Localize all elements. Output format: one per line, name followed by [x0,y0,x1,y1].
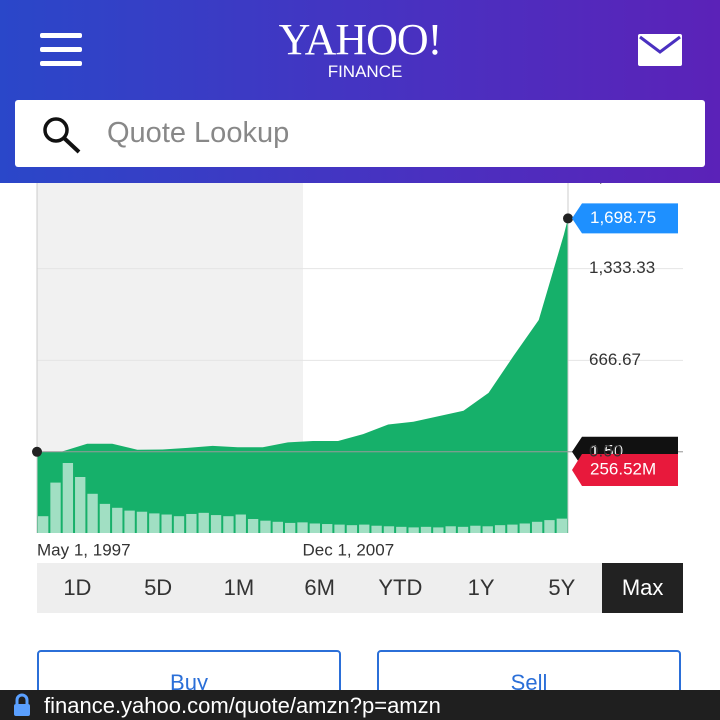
point [32,446,42,457]
volume-bar [519,523,530,533]
value-label: 1,698.75 [590,208,656,227]
volume-bar [235,514,246,533]
volume-bar [87,493,98,533]
volume-bar [507,524,518,533]
volume-bar [322,524,333,533]
volume-bar [309,523,321,533]
range-button[interactable]: 1M [223,575,255,600]
range-selector: 1D 5D 1M 6M YTD 1Y 5Y Max [37,563,683,613]
search-icon [43,117,81,154]
volume-bar [136,511,148,533]
volume-bar [359,524,370,533]
range-button[interactable]: YTD [378,575,423,600]
x-tick-label: May 1, 1997 [37,540,131,559]
volume-bar [38,516,49,533]
range-button[interactable]: 1D [63,575,92,600]
logo-subtitle: FINANCE [327,62,403,81]
price-area [37,218,568,533]
point [563,213,573,224]
value-tag [572,203,678,234]
volume-bar [198,512,209,533]
volume-bar [99,503,111,533]
url-bar: finance.yahoo.com/quote/amzn?p=amzn [0,690,720,720]
volume-bar [433,527,444,533]
volume-bar [50,482,61,533]
volume-bar [396,526,407,533]
range-button[interactable]: 5D [144,575,173,600]
volume-bar [297,522,308,533]
volume-bar [470,525,481,533]
volume-bar [284,522,296,533]
volume-bar [556,518,567,533]
y-tick-label: 1,333.33 [589,258,655,277]
range-button[interactable]: 5Y [548,575,576,600]
volume-bar [247,519,259,533]
volume-bar [482,526,493,533]
range-button[interactable]: 6M [304,575,335,600]
volume-tag [572,454,678,486]
volume-bar [544,520,555,533]
volume-bar [531,521,543,533]
volume-bar [457,526,469,533]
volume-bar [334,524,345,533]
range-button[interactable]: 1Y [467,575,495,600]
url: finance.yahoo.com/quote/amzn?p=amzn [44,693,441,718]
volume-bar [445,526,456,533]
volume-bar [62,463,74,533]
volume-bar [75,477,86,533]
volume-bar [408,527,419,533]
volume-bar [112,507,123,533]
lock-icon [14,693,30,716]
logo[interactable]: YAHOO! [278,15,443,64]
volume-bar [124,510,135,533]
volume-bar [383,526,395,533]
search-box[interactable]: Quote Lookup [15,100,705,167]
search-placeholder: Quote Lookup [107,117,290,149]
volume-bar [272,521,283,533]
volume-bar [223,516,234,533]
volume-bar [161,514,172,533]
volume-bar [260,520,271,533]
header: YAHOO! FINANCE Quote Lookup [0,0,720,183]
volume-bar [346,525,358,533]
volume-label: 256.52M [590,459,656,478]
volume-bar [173,516,185,533]
volume-bar [186,513,197,533]
volume-bar [420,526,432,533]
x-tick-label: Dec 1, 2007 [303,540,395,559]
y-tick-label: 0.00 [589,441,622,460]
volume-bar [371,525,382,533]
mail-button[interactable] [638,34,682,66]
y-tick-label: 666.67 [589,350,641,369]
volume-bar [494,525,506,533]
volume-bar [149,513,160,533]
menu-button[interactable] [40,33,82,67]
volume-bar [210,515,222,533]
range-button[interactable]: Max [602,563,683,613]
